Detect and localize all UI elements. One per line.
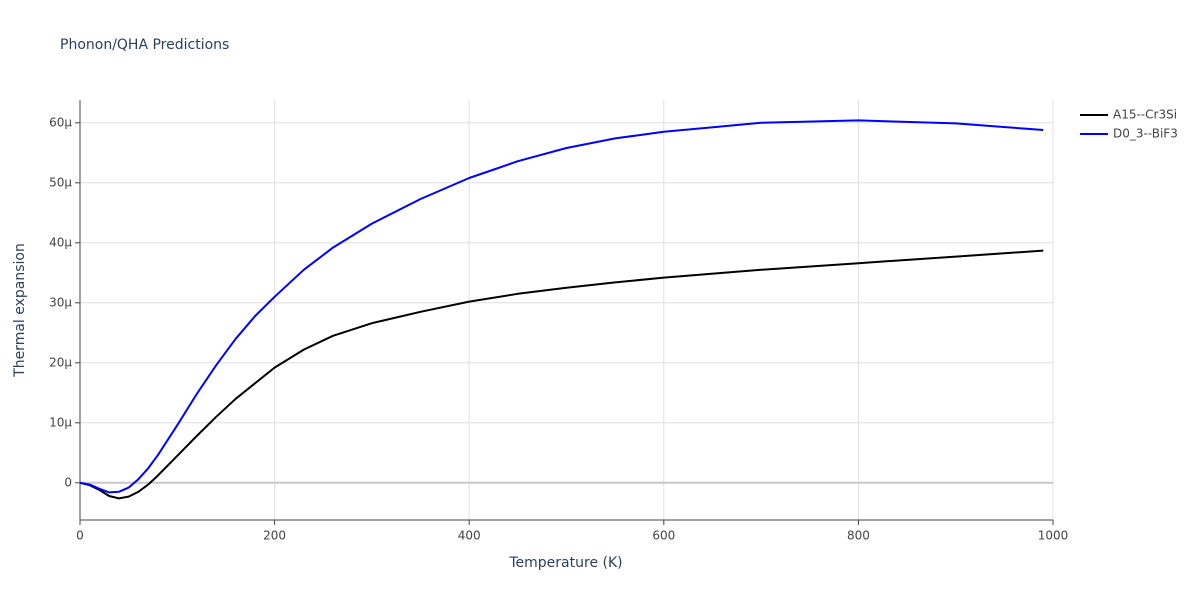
chart-title: Phonon/QHA Predictions xyxy=(60,37,229,53)
x-tick-label: 0 xyxy=(76,529,84,543)
y-tick-label: 20µ xyxy=(49,355,72,369)
x-tick-label: 600 xyxy=(652,529,675,543)
legend-label: D0_3--BiF3 xyxy=(1113,127,1178,141)
y-tick-label: 50µ xyxy=(49,175,72,189)
x-tick-label: 200 xyxy=(263,529,286,543)
y-tick-label: 0 xyxy=(64,475,72,489)
series-line xyxy=(79,249,1044,500)
x-tick-label: 400 xyxy=(458,529,481,543)
y-tick-label: 60µ xyxy=(49,115,72,129)
y-tick-label: 40µ xyxy=(49,235,72,249)
x-tick-label: 800 xyxy=(847,529,870,543)
legend-label: A15--Cr3Si xyxy=(1113,108,1177,122)
x-tick-label: 1000 xyxy=(1038,529,1069,543)
y-axis-title: Thermal expansion xyxy=(12,243,28,378)
series-line xyxy=(79,119,1044,494)
y-tick-label: 10µ xyxy=(49,415,72,429)
y-tick-label: 30µ xyxy=(49,295,72,309)
x-axis-title: Temperature (K) xyxy=(508,555,622,571)
